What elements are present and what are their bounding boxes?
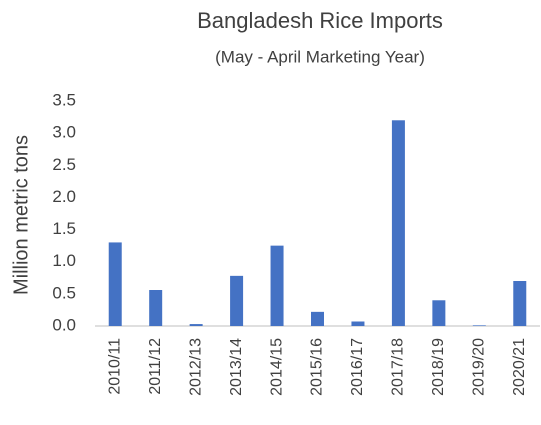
y-tick-label: 1.0 [52,251,76,270]
bar [108,242,122,326]
y-tick-label: 0.0 [52,315,76,334]
bar [270,245,284,326]
x-tick-label: 2016/17 [349,338,366,396]
chart-title: Bangladesh Rice Imports [197,8,443,33]
x-tick-label: 2015/16 [309,338,326,396]
x-tick-label: 2020/21 [511,338,528,396]
bar [149,290,163,326]
bar [189,324,203,326]
bar [513,281,527,326]
bar [432,300,446,326]
y-tick-label: 2.5 [52,155,76,174]
x-tick-label: 2010/11 [106,338,123,395]
bar [391,120,405,327]
x-tick-label: 2012/13 [187,338,204,396]
x-tick-label: 2018/19 [430,338,447,396]
y-axis-label: Million metric tons [10,135,32,295]
x-tick-label: 2014/15 [268,338,285,396]
bar [311,311,324,326]
chart-subtitle: (May - April Marketing Year) [215,47,425,66]
bar [472,325,486,326]
y-tick-label: 1.5 [52,219,76,238]
y-tick-label: 3.5 [52,90,76,109]
y-tick-label: 0.5 [52,283,76,302]
x-tick-label: 2019/20 [471,338,488,396]
x-tick-label: 2017/18 [390,338,407,396]
bar [351,321,365,326]
x-tick-label: 2013/14 [228,338,245,396]
x-tick-label: 2011/12 [147,338,164,395]
y-tick-label: 3.0 [52,123,76,142]
y-tick-label: 2.0 [52,187,76,206]
bar [230,275,244,326]
